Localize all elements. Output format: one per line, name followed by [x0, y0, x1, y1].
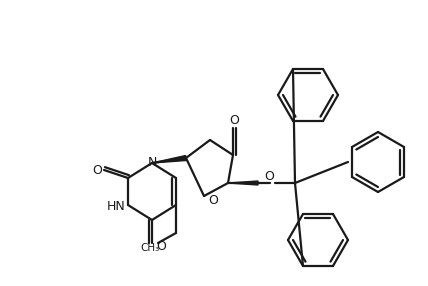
- Polygon shape: [152, 156, 186, 163]
- Text: O: O: [156, 239, 166, 253]
- Text: CH₃: CH₃: [140, 243, 160, 253]
- Text: O: O: [92, 164, 102, 176]
- Text: HN: HN: [107, 200, 125, 214]
- Text: O: O: [229, 114, 239, 128]
- Text: O: O: [264, 170, 274, 184]
- Text: N: N: [147, 156, 157, 168]
- Polygon shape: [228, 181, 258, 185]
- Text: O: O: [208, 194, 218, 208]
